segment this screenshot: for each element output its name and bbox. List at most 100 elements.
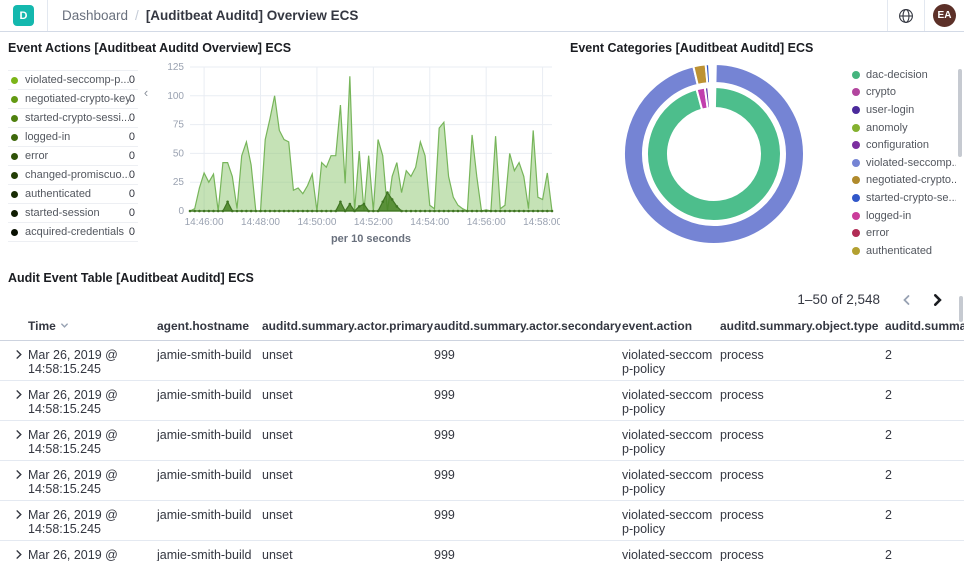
legend-item-value: 0: [128, 188, 135, 200]
event-categories-panel: Event Categories [Auditbeat Auditd] ECS …: [562, 32, 964, 260]
cell-object-type: process: [720, 387, 764, 402]
legend-item[interactable]: authenticated 0: [8, 185, 138, 204]
previous-page-chevron-icon[interactable]: [894, 289, 920, 311]
legend-item[interactable]: started-crypto-se...: [852, 189, 956, 207]
table-row: Mar 26, 2019 @ 14:58:15.245 jamie-smith-…: [0, 461, 964, 501]
cell-summary: 2: [885, 387, 892, 402]
event-actions-area-chart[interactable]: 0 25 50 75 100 125 14:46:00 14:48:00 14:50:00 14:…: [154, 57, 560, 253]
newsfeed-globe-icon[interactable]: [888, 0, 924, 31]
legend-item[interactable]: authenticated: [852, 242, 956, 260]
column-header-event-action[interactable]: event.action: [622, 318, 693, 333]
legend-item[interactable]: error 0: [8, 147, 138, 166]
legend-item[interactable]: violated-seccomp-p... 0: [8, 71, 138, 90]
cell-actor-secondary: 999: [434, 427, 455, 442]
legend-color-dot: [852, 70, 860, 79]
cell-actor-primary: unset: [262, 547, 293, 561]
column-header-object-type[interactable]: auditd.summary.object.type: [720, 318, 879, 333]
header-divider: [887, 0, 888, 31]
legend-item-label: violated-seccomp...: [866, 156, 956, 169]
legend-item[interactable]: negotiated-crypto-key 0: [8, 90, 138, 109]
donut-slice-started-crypto-session[interactable]: [704, 63, 712, 85]
svg-text:14:46:00: 14:46:00: [185, 217, 224, 228]
legend-item[interactable]: crypto: [852, 84, 956, 102]
row-expand-chevron-icon[interactable]: [13, 509, 24, 520]
user-avatar[interactable]: EA: [933, 4, 956, 27]
legend-item[interactable]: started-crypto-sessi... 0: [8, 109, 138, 128]
legend-item-value: 0: [128, 131, 135, 143]
event-categories-donut-chart[interactable]: [562, 57, 852, 251]
chart-series-event-actions-light: [189, 76, 553, 212]
svg-text:14:52:00: 14:52:00: [354, 217, 393, 228]
row-expand-chevron-icon[interactable]: [13, 389, 24, 400]
legend-item-label: started-crypto-se...: [866, 191, 956, 204]
row-expand-chevron-icon[interactable]: [13, 469, 24, 480]
row-expand-chevron-icon[interactable]: [13, 349, 24, 360]
cell-event-action: violated-seccomp-policy: [622, 347, 713, 376]
donut-slice-user-login[interactable]: [703, 86, 712, 110]
legend-item-value: 0: [128, 207, 135, 219]
svg-text:100: 100: [167, 91, 184, 102]
svg-text:14:50:00: 14:50:00: [297, 217, 336, 228]
x-axis-label: per 10 seconds: [331, 233, 411, 245]
cell-time: Mar 26, 2019 @ 14:58:15.245: [28, 467, 118, 496]
row-expand-chevron-icon[interactable]: [13, 429, 24, 440]
donut-slice-dac-decision[interactable]: [646, 85, 782, 222]
legend-item-label: crypto: [866, 86, 896, 99]
cell-actor-primary: unset: [262, 387, 293, 402]
legend-item[interactable]: negotiated-crypto...: [852, 172, 956, 190]
legend-item[interactable]: user-login: [852, 101, 956, 119]
app-logo[interactable]: D: [13, 5, 34, 26]
legend-item-value: 0: [128, 169, 135, 181]
legend-item[interactable]: logged-in: [852, 207, 956, 225]
cell-actor-secondary: 999: [434, 507, 455, 522]
column-header-hostname[interactable]: agent.hostname: [157, 318, 250, 333]
legend-item[interactable]: acquired-credentials 0: [8, 223, 138, 242]
svg-text:14:54:00: 14:54:00: [410, 217, 449, 228]
cell-object-type: process: [720, 347, 764, 362]
row-expand-chevron-icon[interactable]: [13, 549, 24, 560]
svg-text:14:56:00: 14:56:00: [467, 217, 506, 228]
table-scrollbar[interactable]: [959, 296, 963, 322]
legend-item[interactable]: started-session 0: [8, 204, 138, 223]
legend-item[interactable]: violated-seccomp...: [852, 154, 956, 172]
event-categories-panel-title: Event Categories [Auditbeat Auditd] ECS: [570, 41, 814, 55]
column-header-time[interactable]: Time: [28, 319, 157, 333]
legend-item[interactable]: changed-promiscuo... 0: [8, 166, 138, 185]
cell-actor-secondary: 999: [434, 467, 455, 482]
table-header-row: Time agent.hostname auditd.summary.actor…: [0, 313, 964, 341]
legend-item-label: negotiated-crypto-key: [25, 93, 129, 105]
donut-slice-violated-seccomp-policy[interactable]: [623, 62, 805, 245]
pagination-range-label: 1–50 of 2,548: [797, 292, 880, 308]
legend-item[interactable]: dac-decision: [852, 66, 956, 84]
legend-scrollbar[interactable]: [958, 69, 962, 157]
svg-text:14:48:00: 14:48:00: [241, 217, 280, 228]
column-header-actor-primary[interactable]: auditd.summary.actor.primary: [262, 318, 434, 333]
legend-item[interactable]: error: [852, 224, 956, 242]
next-page-chevron-icon[interactable]: [924, 289, 950, 311]
legend-color-dot: [11, 209, 18, 217]
legend-item[interactable]: configuration: [852, 136, 956, 154]
cell-time: Mar 26, 2019 @ 14:58:15.245: [28, 427, 118, 456]
legend-item[interactable]: logged-in 0: [8, 128, 138, 147]
legend-item[interactable]: anomoly: [852, 119, 956, 137]
header-actions: EA: [887, 0, 964, 31]
cell-actor-primary: unset: [262, 507, 293, 522]
table-body: Mar 26, 2019 @ 14:58:15.245 jamie-smith-…: [0, 341, 964, 561]
legend-color-dot: [11, 133, 18, 141]
column-header-summary[interactable]: auditd.summary: [885, 318, 964, 333]
legend-color-dot: [852, 141, 860, 150]
cell-object-type: process: [720, 467, 764, 482]
legend-collapse-chevron-icon[interactable]: ‹: [143, 85, 149, 100]
breadcrumb-dashboard-link[interactable]: Dashboard: [62, 8, 129, 23]
legend-item-value: 0: [128, 112, 135, 124]
column-header-actor-secondary[interactable]: auditd.summary.actor.secondary: [434, 318, 622, 333]
cell-time: Mar 26, 2019 @ 14:58:15.245: [28, 387, 118, 416]
cell-event-action: violated-seccomp-policy: [622, 547, 713, 561]
top-navigation-bar: D Dashboard / [Auditbeat Auditd] Overvie…: [0, 0, 964, 32]
event-categories-legend: dac-decision crypto user-login a: [852, 66, 956, 260]
cell-summary: 2: [885, 427, 892, 442]
svg-text:14:58:00: 14:58:00: [523, 217, 560, 228]
cell-event-action: violated-seccomp-policy: [622, 467, 713, 496]
legend-color-dot: [11, 171, 18, 179]
legend-item-label: violated-seccomp-p...: [25, 74, 129, 86]
